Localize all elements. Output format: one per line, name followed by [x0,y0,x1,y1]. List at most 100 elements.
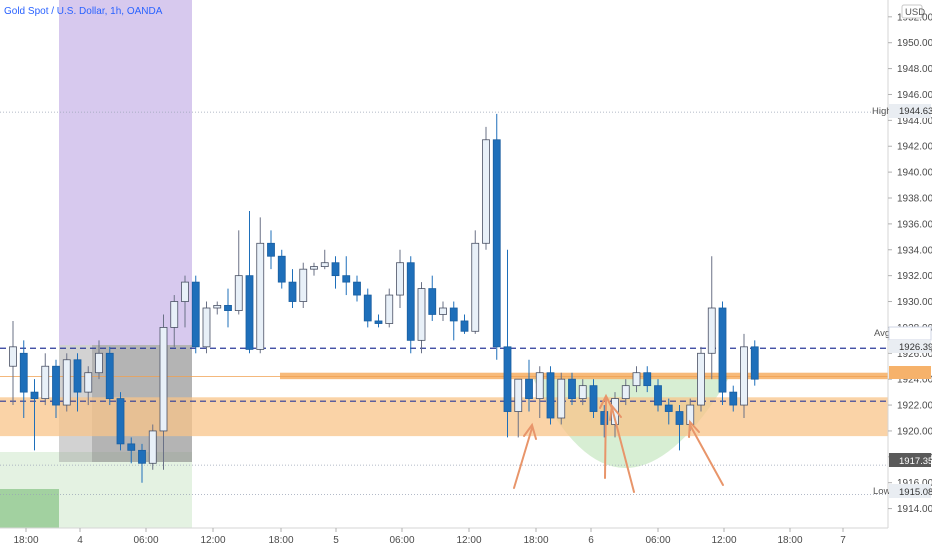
candle [224,288,232,328]
candle-body [675,411,684,425]
candle [299,262,308,308]
price-tick-label: 1920.000 [897,426,932,437]
candle-body [729,391,738,406]
candle-body [492,139,501,348]
support-zone [0,397,888,437]
candle [396,249,404,308]
zones-layer [0,372,888,437]
candle [385,288,394,328]
candle-body [299,268,308,302]
time-tick-label: 06:00 [389,535,414,546]
candle-body [52,365,60,406]
candle [417,282,426,354]
candle [664,398,673,425]
time-tick-label: 12:00 [711,535,736,546]
time-tick-label: 18:00 [268,535,293,546]
current-price-label: 1917.358 [899,456,932,467]
candle-body [73,359,82,393]
candle [406,256,415,354]
candle [675,405,684,451]
candle-body [256,242,265,350]
candle [213,301,222,315]
candle [471,230,480,334]
high-value-bg [889,104,931,118]
arrow-2 [599,393,613,479]
candle-body [643,372,652,387]
arrow-3 [609,403,635,493]
candle-body [707,307,716,354]
currency-button[interactable]: USD [901,4,925,19]
candle [30,379,39,451]
horizontal-band [280,372,888,380]
candle [492,113,501,360]
price-tick-label: 1916.000 [897,478,932,489]
candle-body [449,307,458,322]
candle-body [654,385,662,406]
candle-body [202,307,211,348]
candle-body [546,372,555,419]
price-tick-label: 1922.000 [897,401,932,412]
candle [621,379,630,406]
candle [363,288,372,328]
candle [288,269,297,308]
candle-body [181,281,189,302]
price-tick-label: 1948.000 [897,64,932,75]
candle [191,275,200,354]
price-tick-label: 1930.000 [897,297,932,308]
high-value-label: 1944.636 [899,106,932,117]
current-price-bg [889,453,931,467]
candle [331,256,340,289]
low-value-bg [889,484,931,498]
candle [374,314,383,328]
candle [654,379,662,412]
candle [503,249,512,438]
candle-body [535,372,544,399]
price-tick-label: 1934.000 [897,245,932,256]
candle [127,437,136,464]
low-tag: Low [873,486,891,497]
candle [138,443,146,483]
candle [707,256,716,380]
candle [546,366,555,425]
time-axis[interactable]: 18:00 4 06:00 12:00 18:00 5 06:00 12:00 18:00 6 06… [13,528,846,546]
avg-value-label: 1926.390 [899,342,932,353]
candle-body [19,352,28,393]
time-tick-label: 6 [588,535,594,546]
candle [310,262,318,276]
candle-body [471,242,480,332]
price-tick-label: 1942.000 [897,142,932,153]
candle [73,353,82,412]
time-tick-label: 18:00 [13,535,38,546]
avg-tag: Avg [874,328,890,339]
candle-body [224,305,232,311]
candle-body [213,305,222,309]
candle-body [578,385,587,399]
candle-body [568,378,576,399]
price-axis[interactable]: 1914.0001916.0001918.0001920.0001922.000… [888,12,932,515]
chart-title: Gold Spot / U.S. Dollar, 1h, OANDA [4,6,163,17]
candle-body [9,346,17,367]
candle-body [288,281,297,302]
candle [568,372,576,406]
time-tick-label: 12:00 [456,535,481,546]
candle-body [353,281,361,296]
candle [256,217,265,354]
candle-body [621,385,630,399]
candle [170,295,179,347]
price-tick-label: 1950.000 [897,38,932,49]
candle-body [363,294,372,322]
price-tick-label: 1936.000 [897,219,932,230]
price-tick-label: 1914.000 [897,504,932,515]
time-tick-label: 5 [333,535,339,546]
candle-body [396,262,404,296]
candle [202,301,211,354]
price-tick-label: 1938.000 [897,194,932,205]
candle [525,359,533,412]
candle-body [482,139,490,244]
candle-body [41,365,50,399]
price-tick-label: 1946.000 [897,90,932,101]
candle-body [267,242,275,257]
candle [643,366,652,393]
